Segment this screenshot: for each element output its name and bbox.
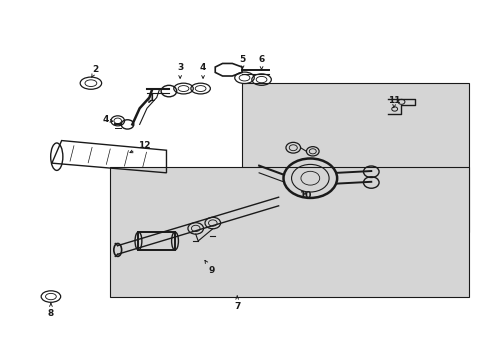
Text: 8: 8 xyxy=(48,303,54,318)
Text: 11: 11 xyxy=(387,96,400,108)
Bar xyxy=(242,83,468,232)
Text: 7: 7 xyxy=(234,296,240,311)
Text: 2: 2 xyxy=(92,65,99,77)
Text: 3: 3 xyxy=(177,63,183,78)
Text: 4: 4 xyxy=(102,115,113,124)
Text: 10: 10 xyxy=(298,191,310,200)
Text: 1: 1 xyxy=(147,94,154,103)
Bar xyxy=(110,167,468,297)
Text: 9: 9 xyxy=(204,260,214,275)
Text: 6: 6 xyxy=(258,55,264,70)
Text: 4: 4 xyxy=(200,63,206,78)
Text: 5: 5 xyxy=(239,55,245,68)
Text: 12: 12 xyxy=(130,141,150,153)
Bar xyxy=(138,232,175,250)
